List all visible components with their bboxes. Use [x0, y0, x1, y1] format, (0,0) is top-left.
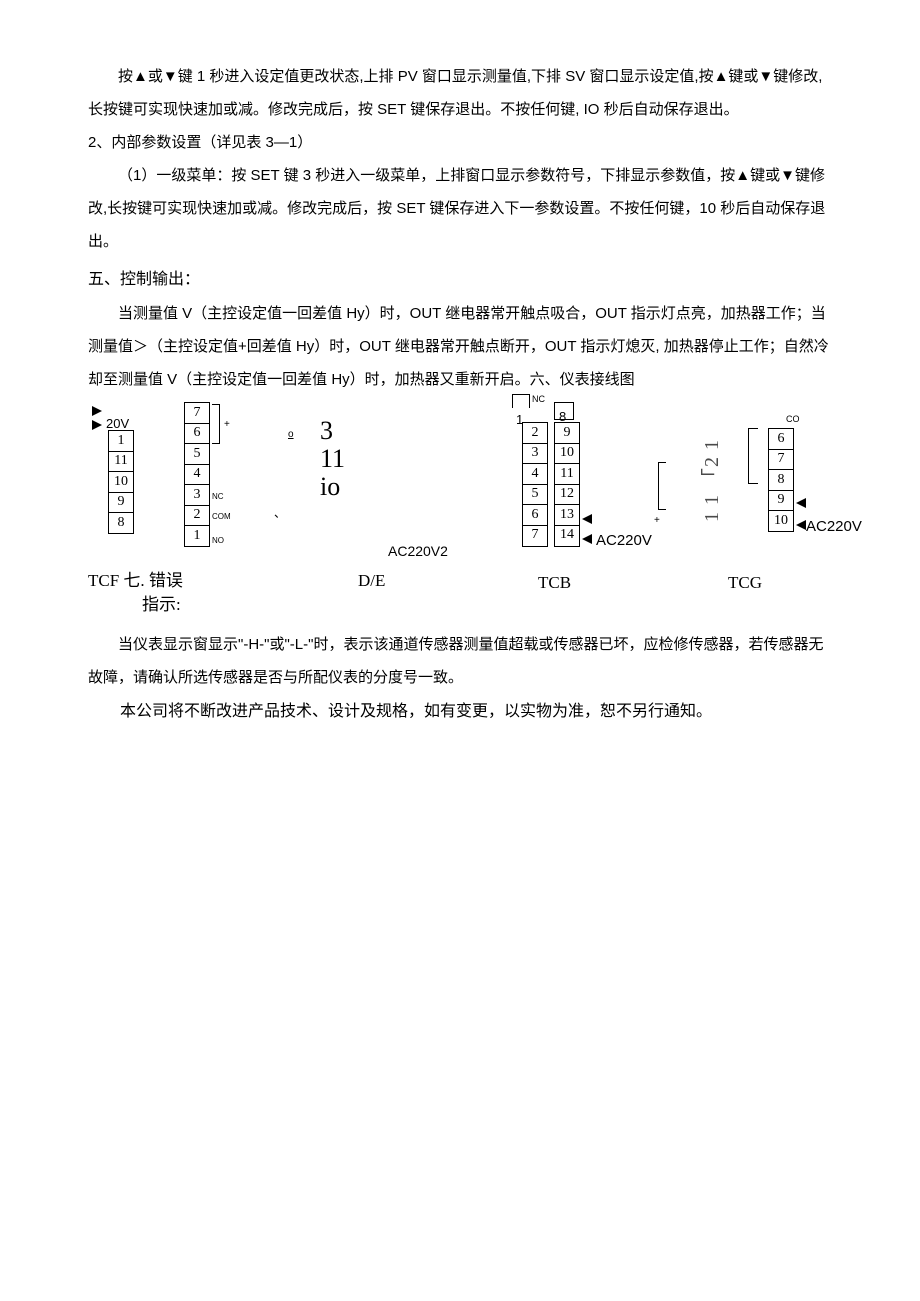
com-label: COM [212, 508, 231, 526]
arrow-icon [92, 420, 102, 430]
paragraph-3: （1）一级菜单：按 SET 键 3 秒进入一级菜单，上排窗口显示参数符号，下排显… [88, 159, 832, 258]
paragraph-5: 当测量值 V（主控设定值一回差值 Hy）时，OUT 继电器常开触点吸合，OUT … [88, 297, 832, 396]
rotated-label: 1 1 「2 1 [690, 439, 734, 522]
arrow-icon [796, 498, 806, 508]
paragraph-2: 2、内部参数设置（详见表 3—1） [88, 126, 832, 159]
tcb-label: TCB [538, 564, 571, 601]
terminal-cell: 8 [108, 512, 134, 534]
tcf-left-block: 1 11 10 9 8 [108, 430, 134, 534]
terminal-cell: 10 [768, 510, 794, 532]
error-indicator-label: 指示: [142, 586, 181, 623]
paragraph-1: 按▲或▼键 1 秒进入设定值更改状态,上排 PV 窗口显示测量值,下排 SV 窗… [88, 60, 832, 126]
arrow-icon [796, 520, 806, 530]
plus-label-2: + [654, 510, 660, 532]
section-5-title: 五、控制输出： [88, 262, 832, 297]
big-io: io [320, 458, 340, 515]
small-o: o [288, 424, 294, 446]
ac-tcb-label: AC220V [596, 524, 652, 557]
arrow-icon [582, 514, 592, 524]
no-label: NO [212, 532, 224, 550]
terminal-cell: 7 [522, 525, 548, 547]
co-label: CO [786, 410, 800, 430]
paragraph-7: 当仪表显示窗显示"-H-"或"-L-"时，表示该通道传感器测量值超载或传感器已坏… [88, 628, 832, 694]
tcf-right-block: 7 6 5 4 3 2 1 [184, 402, 210, 547]
plus-label: + [224, 414, 230, 436]
paragraph-8: 本公司将不断改进产品技术、设计及规格，如有变更，以实物为准，恕不另行通知。 [88, 694, 832, 729]
de-label: D/E [358, 562, 385, 599]
tick-label: 、 [274, 500, 286, 526]
terminal-cell: 14 [554, 525, 580, 547]
arrow-icon [92, 406, 102, 416]
ac-de-label: AC220V2 [388, 536, 448, 567]
bracket-icon [658, 462, 666, 510]
arrow-icon [582, 534, 592, 544]
tcg-bracket [748, 428, 758, 484]
tcb-left-block: 2 3 4 5 6 7 [522, 422, 548, 547]
tcg-block: 6 7 8 9 10 [768, 428, 794, 532]
terminal-cell: 1 [184, 525, 210, 547]
bracket-icon [212, 404, 220, 444]
ac-tcg-label: AC220V [806, 510, 862, 543]
tcb-right-block: 9 10 11 12 13 14 [554, 422, 580, 547]
nc-label-2: NC [532, 390, 545, 410]
wiring-diagram: 20V 1 11 10 9 8 7 6 5 4 3 2 1 + NC COM N… [88, 402, 832, 612]
tcg-label: TCG [728, 564, 762, 601]
nc-label: NC [212, 488, 224, 506]
